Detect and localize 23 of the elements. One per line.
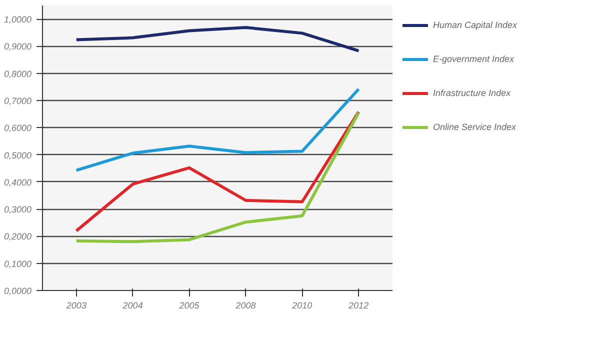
y-tick-label: 0,5000 (4, 150, 32, 160)
line-series (74, 88, 360, 172)
y-tick-label: 0,7000 (4, 96, 32, 106)
line-series (74, 26, 360, 52)
y-tick-label: 0,4000 (4, 177, 32, 188)
y-tick-label: 0,2000 (4, 232, 32, 242)
x-tick-label: 2005 (178, 300, 200, 310)
legend-label: E-government Index (433, 54, 514, 64)
legend-label: Infrastructure Index (433, 88, 511, 98)
x-tick-label: 2004 (122, 300, 143, 310)
y-tick-label: 0,3000 (4, 204, 32, 215)
x-tick-label: 2008 (234, 300, 256, 310)
y-tick-label: 0,6000 (4, 123, 32, 134)
y-tick-label: 0,9000 (4, 42, 32, 52)
legend-label: Human Capital Index (433, 20, 518, 30)
y-tick-label: 1,0000 (4, 14, 32, 25)
y-tick-label: 0,0000 (4, 286, 32, 296)
y-tick-label: 0,8000 (4, 68, 32, 79)
y-tick-label: 0,1000 (4, 258, 32, 269)
legend-label: Online Service Index (433, 122, 516, 132)
x-tick-label: 2010 (291, 300, 312, 310)
x-tick-label: 2003 (65, 300, 86, 310)
x-tick-label: 2012 (348, 300, 369, 310)
